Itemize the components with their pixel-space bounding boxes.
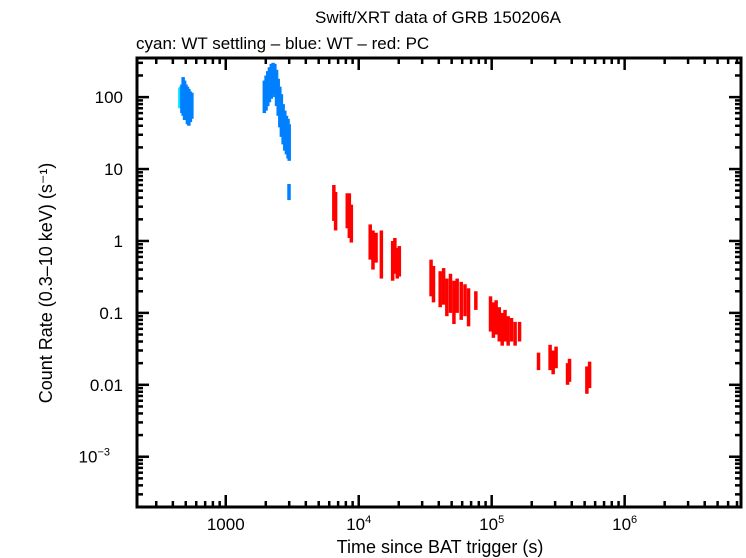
- series-wt: [180, 62, 291, 201]
- x-tick-label: 105: [479, 514, 504, 534]
- y-tick-label: 0.1: [99, 304, 123, 323]
- series-pc: [332, 185, 592, 394]
- y-axis-label: Count Rate (0.3–10 keV) (s⁻¹): [36, 163, 56, 404]
- x-axis-label: Time since BAT trigger (s): [337, 537, 544, 557]
- x-tick-label: 104: [346, 514, 371, 534]
- x-tick-label: 106: [612, 514, 637, 534]
- chart-subtitle: cyan: WT settling – blue: WT – red: PC: [136, 34, 429, 53]
- y-tick-label: 0.01: [90, 376, 123, 395]
- y-tick-label: 10: [104, 160, 123, 179]
- tick-labels: 1000 104 105 106 100 10 1 0.1 0.01 10−3: [79, 88, 638, 534]
- y-tick-label: 100: [95, 88, 123, 107]
- chart-title: Swift/XRT data of GRB 150206A: [315, 8, 562, 27]
- y-tick-label: 10−3: [79, 447, 110, 467]
- data-points: [178, 62, 592, 394]
- y-tick-label: 1: [114, 232, 123, 251]
- x-tick-label: 1000: [207, 515, 245, 534]
- plot-frame: [135, 56, 743, 509]
